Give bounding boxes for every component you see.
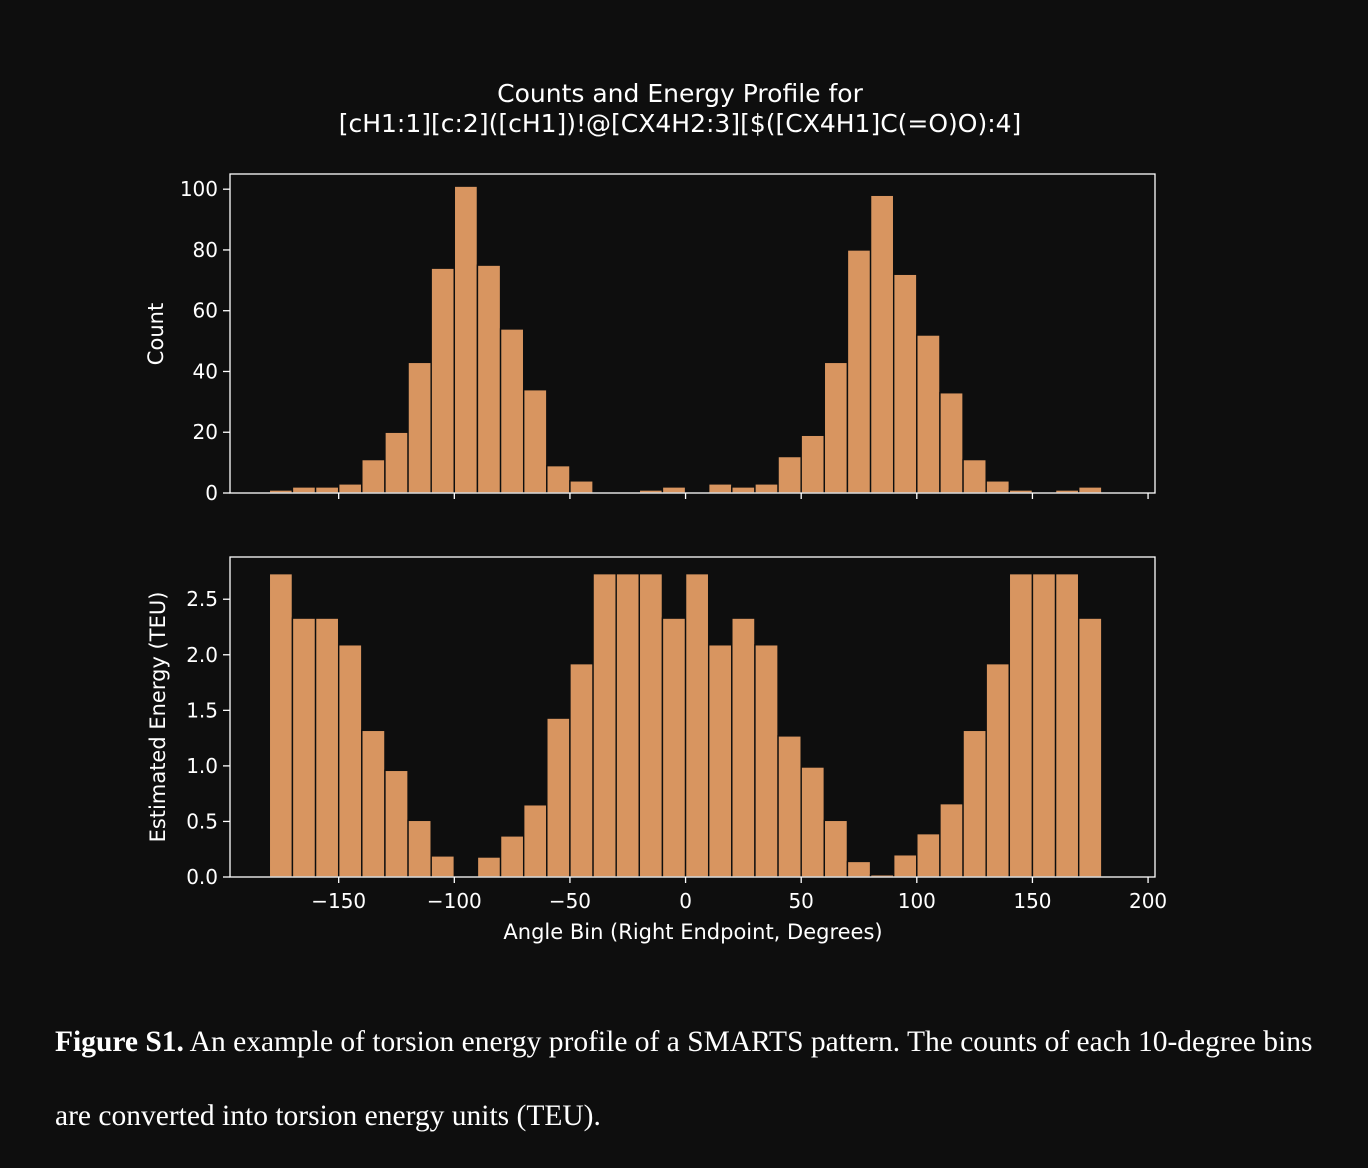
count-bar — [407, 361, 432, 494]
figure-svg: Counts and Energy Profile for [cH1:1][c:… — [144, 79, 1167, 944]
x-tick-label: 100 — [898, 889, 936, 913]
caption-label: Figure S1. — [55, 1026, 184, 1058]
y-tick-label: 1.0 — [186, 754, 218, 778]
count-bar — [384, 431, 409, 494]
energy-bar — [1054, 572, 1080, 878]
energy-bar — [939, 802, 964, 878]
energy-bar — [661, 617, 687, 878]
counts-ylabel: Count — [144, 303, 168, 365]
energy-bar — [800, 766, 826, 878]
x-tick-label: −150 — [311, 889, 366, 913]
count-bar — [546, 464, 571, 494]
count-bar — [522, 389, 548, 494]
energy-bar — [962, 729, 987, 878]
x-tick-label: −100 — [427, 889, 482, 913]
x-tick-label: 200 — [1129, 889, 1167, 913]
energy-ylabel: Estimated Energy (TEU) — [146, 592, 170, 843]
x-tick-label: −50 — [549, 889, 591, 913]
energy-bar — [476, 856, 502, 878]
y-tick-label: 40 — [193, 359, 218, 383]
energy-bar — [846, 860, 872, 878]
count-bar — [314, 486, 340, 494]
energy-bar — [592, 572, 617, 878]
energy-bar — [430, 855, 456, 878]
energy-bar — [754, 644, 779, 878]
count-bar — [1077, 486, 1103, 494]
count-bar — [707, 483, 733, 494]
energy-bar — [569, 662, 594, 878]
count-bar — [731, 486, 756, 494]
energy-bar — [268, 572, 294, 878]
count-bar — [939, 392, 964, 494]
energy-bar — [546, 717, 571, 878]
y-tick-label: 80 — [193, 238, 218, 262]
count-bar — [754, 483, 779, 494]
energy-bar — [916, 832, 941, 878]
count-bar — [499, 328, 525, 494]
y-tick-label: 2.5 — [186, 587, 218, 611]
count-bar — [430, 267, 456, 494]
x-tick-label: 50 — [788, 889, 813, 913]
y-tick-label: 1.5 — [186, 698, 218, 722]
y-tick-label: 0 — [205, 481, 218, 505]
counts-axes-frame — [229, 173, 1156, 494]
energy-xlabel: Angle Bin (Right Endpoint, Degrees) — [503, 920, 882, 944]
energy-bar — [1008, 572, 1034, 878]
energy-bar — [731, 617, 756, 878]
energy-bar — [291, 617, 317, 878]
energy-bar — [499, 835, 525, 878]
count-bar — [337, 483, 363, 494]
x-tick-label: 0 — [679, 889, 692, 913]
energy-bar — [638, 572, 664, 878]
caption-text: An example of torsion energy profile of … — [55, 1026, 1313, 1132]
energy-bar — [985, 662, 1011, 878]
count-bar — [985, 480, 1011, 494]
count-bar — [869, 194, 895, 494]
count-bar — [823, 361, 849, 494]
figure-caption: Figure S1. An example of torsion energy … — [55, 1005, 1325, 1153]
energy-bar — [823, 819, 849, 878]
counts-panel: 0 20 40 60 80 100 Count — [144, 173, 1156, 505]
count-bar — [892, 273, 918, 494]
count-bar — [777, 455, 802, 494]
energy-panel: 0.0 0.5 1.0 1.5 2.0 2.5 −150 −100 −50 0 50 100 150 2… — [146, 556, 1167, 944]
energy-bar — [707, 644, 733, 878]
count-bar — [361, 458, 386, 494]
count-bar — [569, 480, 594, 494]
y-tick-label: 20 — [193, 420, 218, 444]
count-bar — [453, 185, 479, 494]
energy-bar — [1031, 572, 1057, 878]
y-tick-label: 0.0 — [186, 865, 218, 889]
y-tick-label: 0.5 — [186, 809, 218, 833]
y-tick-label: 100 — [180, 177, 218, 201]
energy-axes-frame — [229, 556, 1156, 878]
energy-bar — [892, 854, 918, 878]
x-tick-label: 150 — [1013, 889, 1051, 913]
y-tick-label: 2.0 — [186, 643, 218, 667]
count-bar — [661, 486, 687, 494]
energy-bar — [337, 644, 363, 878]
energy-bar — [314, 617, 340, 878]
count-bar — [476, 264, 502, 494]
count-bar — [846, 249, 872, 494]
y-tick-label: 60 — [193, 299, 218, 323]
count-bar — [916, 334, 941, 494]
energy-bar — [777, 735, 802, 878]
energy-bar — [361, 729, 386, 878]
count-bar — [800, 434, 826, 494]
energy-bar — [684, 572, 710, 878]
energy-bar — [384, 769, 409, 878]
energy-bar — [615, 572, 641, 878]
chart-title-line2: [cH1:1][c:2]([cH1])!@[CX4H2:3][$([CX4H1]… — [339, 109, 1022, 138]
energy-bar — [407, 819, 432, 878]
energy-bar — [522, 804, 548, 878]
count-bar — [291, 486, 317, 494]
count-bar — [962, 458, 987, 494]
energy-bar — [1077, 617, 1103, 878]
chart-title-line1: Counts and Energy Profile for — [497, 79, 863, 108]
